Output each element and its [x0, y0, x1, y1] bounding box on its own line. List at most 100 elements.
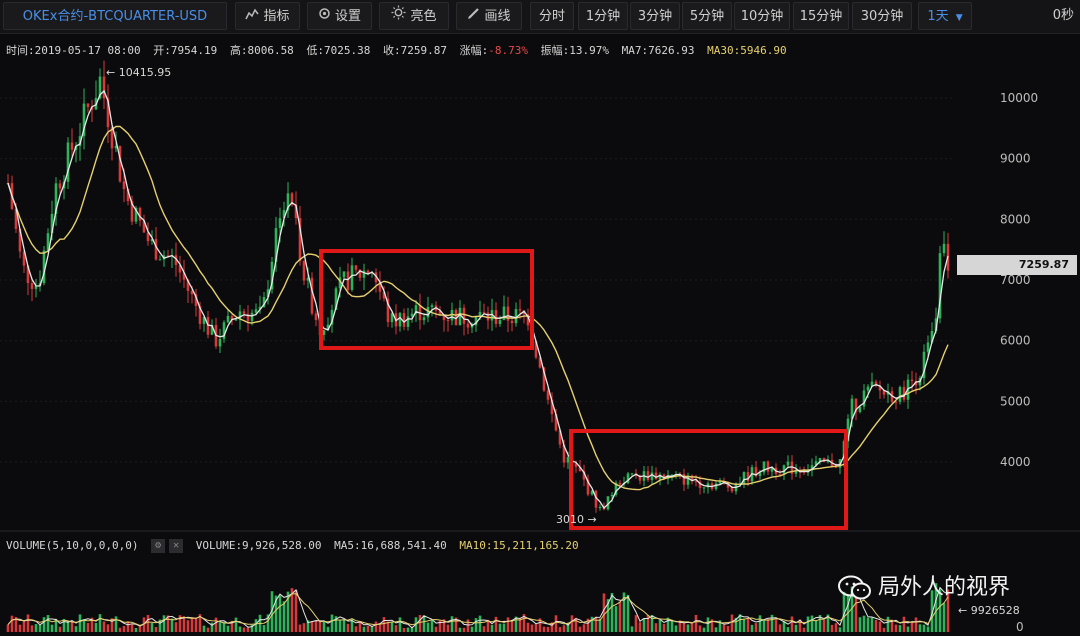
volume-bar [386, 621, 390, 632]
candle-body [654, 472, 658, 480]
settings-label: 设置 [334, 9, 361, 24]
theme-button[interactable]: 亮色 [379, 2, 449, 30]
interval-tab[interactable]: 1分钟 [578, 2, 628, 30]
candle-body [630, 473, 634, 475]
candle-body [858, 406, 862, 412]
volume-bar [838, 627, 842, 632]
volume-bar [70, 621, 74, 632]
volume-bar [354, 626, 358, 632]
candle-body [882, 390, 886, 395]
price-tick-label: 7000 [1000, 273, 1031, 287]
candle-body [142, 220, 146, 233]
volume-bar [778, 624, 782, 632]
interval-dropdown[interactable]: 1天 ▼ [918, 2, 972, 30]
volume-bar [26, 614, 30, 632]
candle-body [386, 298, 390, 323]
volume-bar [614, 606, 618, 632]
price-tick-label: 6000 [1000, 334, 1031, 348]
candle-body [118, 146, 122, 182]
volume-bar [394, 625, 398, 632]
candle-body [942, 243, 946, 254]
gear-icon[interactable]: ⚙ [151, 539, 166, 553]
candle-body [686, 475, 690, 485]
candle-body [502, 306, 506, 321]
volume-bar [878, 621, 882, 632]
toolbar: OKEx合约-BTCQUARTER-USD 指标 设置 亮色 画线 分时 1分钟… [0, 0, 1080, 34]
volume-bar [618, 601, 622, 632]
volume-bar [174, 622, 178, 632]
open-value: 开:7954.19 [153, 44, 218, 57]
volume-bar [514, 616, 518, 632]
ma30-line [7, 125, 949, 491]
candle-body [526, 314, 530, 326]
candle-body [894, 401, 898, 403]
interval-tab[interactable]: 5分钟 [682, 2, 732, 30]
volume-bar [238, 626, 242, 632]
volume-bar [734, 617, 738, 632]
candle-body [626, 473, 630, 484]
candle-body [926, 342, 930, 352]
candle-body [518, 309, 522, 311]
volume-bar [890, 619, 894, 632]
candle-body [354, 265, 358, 270]
candle-body [134, 207, 138, 222]
price-tick-label: 9000 [1000, 152, 1031, 166]
volume-bar [658, 620, 662, 632]
volume-bar [350, 618, 354, 632]
symbol-selector[interactable]: OKEx合约-BTCQUARTER-USD [3, 2, 227, 30]
volume-bar [814, 620, 818, 632]
candle-body [374, 272, 378, 283]
volume-ma10-value: MA10:15,211,165.20 [459, 539, 579, 552]
candle-body [254, 309, 258, 313]
volume-bar [730, 614, 734, 632]
volume-bar [642, 618, 646, 632]
volume-bar [558, 627, 562, 632]
candle-body [766, 461, 770, 472]
volume-bar [422, 615, 426, 632]
price-axis: 10000 9000 8000 7000 6000 5000 4000 [1000, 91, 1038, 469]
volume-bar [854, 592, 858, 632]
indicators-button[interactable]: 指标 [235, 2, 300, 30]
volume-bar [526, 622, 530, 632]
candle-body [714, 483, 718, 489]
settings-button[interactable]: 设置 [307, 2, 372, 30]
candle-body [862, 390, 866, 407]
candle-body [14, 208, 18, 229]
volume-bar [110, 618, 114, 632]
candle-body [870, 381, 874, 387]
candle-body [310, 277, 314, 314]
volume-bar [382, 617, 386, 632]
volume-bar [630, 626, 634, 632]
volume-bar [82, 619, 86, 632]
candle-body [86, 103, 90, 107]
candle-body [58, 183, 62, 189]
candle-body [534, 341, 538, 358]
candle-body [198, 306, 202, 324]
volume-bar [58, 626, 62, 632]
volume-bar [578, 626, 582, 632]
interval-tab[interactable]: 分时 [530, 2, 574, 30]
close-icon[interactable]: ✕ [169, 539, 184, 553]
high-annotation: ← 10415.95 [106, 66, 171, 79]
volume-bar [94, 622, 98, 632]
interval-tab[interactable]: 30分钟 [852, 2, 912, 30]
volume-bar [806, 616, 810, 632]
interval-tab[interactable]: 10分钟 [734, 2, 790, 30]
candle-body [222, 322, 226, 339]
candle-body [878, 385, 882, 391]
volume-bar [722, 624, 726, 632]
candle-body [358, 269, 362, 278]
candle-body [346, 271, 350, 290]
volume-bar [914, 617, 918, 632]
candle-body [158, 259, 162, 261]
ma7-value: MA7:7626.93 [621, 44, 695, 57]
chart-icon [245, 3, 260, 31]
candle-body [790, 461, 794, 474]
interval-tab[interactable]: 15分钟 [793, 2, 849, 30]
draw-button[interactable]: 画线 [456, 2, 522, 30]
candle-body [786, 461, 790, 466]
interval-tab[interactable]: 3分钟 [630, 2, 680, 30]
volume-bar [626, 594, 630, 632]
volume-bar [126, 621, 130, 632]
